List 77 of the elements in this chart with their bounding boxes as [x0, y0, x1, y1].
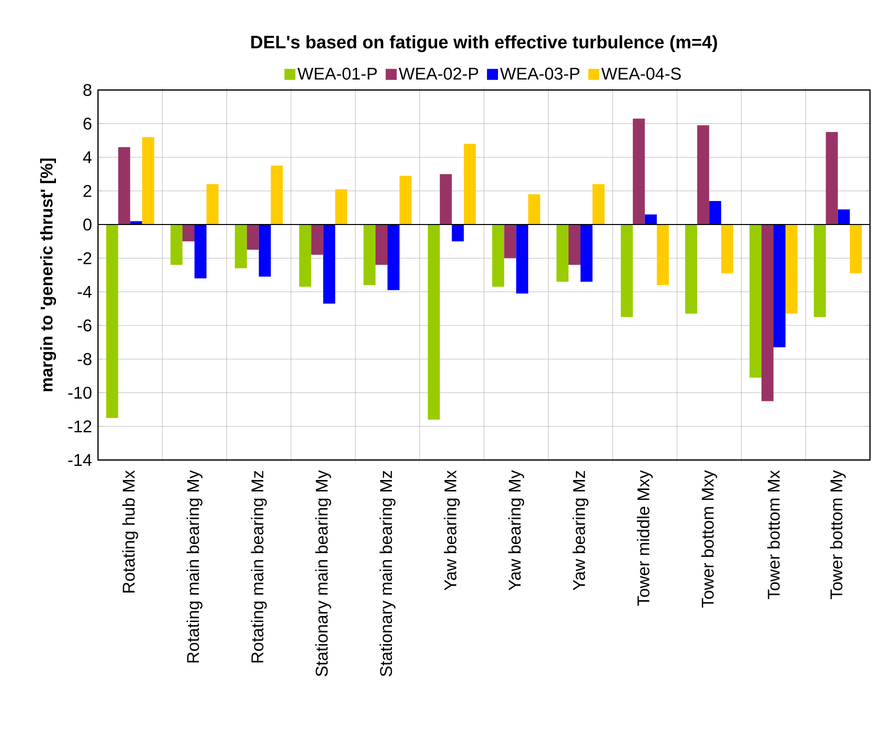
- legend-label: WEA-02-P: [398, 68, 478, 80]
- y-tick-label: -8: [78, 353, 92, 366]
- bar: [580, 224, 593, 282]
- bar: [388, 224, 400, 290]
- y-tick-label: -10: [68, 386, 92, 399]
- bar: [142, 137, 154, 225]
- bar: [632, 118, 645, 225]
- x-tick-label: Stationary main bearing My: [315, 470, 332, 676]
- bar: [452, 224, 464, 242]
- bar: [118, 147, 130, 225]
- bar: [556, 224, 569, 282]
- bar: [299, 224, 312, 287]
- bar: [400, 176, 412, 225]
- y-tick-label: -12: [68, 420, 92, 432]
- y-tick-label: -4: [78, 286, 92, 298]
- y-tick-label: -6: [78, 319, 92, 332]
- bar: [592, 184, 605, 225]
- bar: [762, 224, 774, 402]
- bar: [644, 214, 657, 225]
- bar: [106, 224, 118, 418]
- bar: [492, 224, 504, 287]
- x-tick-label: Stationary main bearing Mz: [380, 471, 396, 676]
- bar: [528, 194, 540, 225]
- x-tick-label: Tower bottom Mx: [767, 470, 780, 600]
- bar: [323, 224, 336, 304]
- y-tick-label: 8: [83, 84, 92, 96]
- y-tick-label: -14: [68, 454, 92, 466]
- bar: [206, 184, 219, 225]
- y-tick-label: 2: [84, 184, 92, 197]
- bar: [246, 224, 259, 250]
- x-tick-label: Tower bottom My: [830, 470, 846, 600]
- bar: [440, 174, 452, 225]
- y-tick-label: 0: [83, 218, 92, 231]
- bar: [376, 224, 388, 265]
- bar: [311, 224, 324, 255]
- x-tick-label: Tower middle Mxy: [636, 470, 653, 606]
- bar: [504, 224, 516, 258]
- x-tick-label: Yaw bearing My: [508, 470, 524, 590]
- bar: [786, 224, 798, 314]
- legend-label: WEA-03-P: [500, 68, 580, 80]
- bar: [568, 224, 581, 265]
- bar: [774, 224, 786, 348]
- bar: [656, 224, 669, 286]
- bar: [170, 224, 183, 265]
- bar: [721, 224, 734, 274]
- bar: [838, 209, 850, 225]
- bar: [182, 224, 195, 242]
- bar: [194, 224, 207, 278]
- bar: [258, 224, 271, 277]
- bar: [620, 224, 633, 318]
- bar: [850, 224, 862, 274]
- y-tick-label: 4: [83, 151, 92, 164]
- bar: [464, 144, 476, 225]
- y-axis-title: margin to 'generic thrust' [%]: [40, 158, 56, 392]
- x-tick-label: Rotating main bearing My: [186, 470, 202, 662]
- legend-label: WEA-01-P: [297, 68, 377, 80]
- bar: [335, 189, 348, 225]
- bar: [516, 224, 528, 294]
- bar: [697, 125, 710, 225]
- bar: [685, 224, 698, 314]
- y-tick-label: 6: [84, 118, 92, 130]
- x-tick-label: Tower bottom Mxy: [701, 470, 718, 608]
- bar: [234, 224, 247, 268]
- bar: [709, 200, 722, 225]
- legend-label: WEA-04-S: [601, 68, 681, 80]
- x-tick-label: Rotating hub Mx: [122, 470, 138, 593]
- bar: [750, 224, 762, 378]
- bar: [364, 224, 376, 286]
- x-tick-label: Yaw bearing Mx: [444, 470, 460, 590]
- bar: [826, 132, 838, 225]
- chart-title: DEL's based on fatigue with effective turbulence (m=4): [251, 35, 718, 52]
- x-tick-label: Rotating main bearing Mz: [250, 471, 267, 662]
- x-tick-label: Yaw bearing Mz: [572, 471, 588, 590]
- bar: [814, 224, 826, 318]
- bar: [270, 166, 283, 225]
- y-tick-label: -2: [78, 252, 92, 264]
- bar: [428, 224, 440, 420]
